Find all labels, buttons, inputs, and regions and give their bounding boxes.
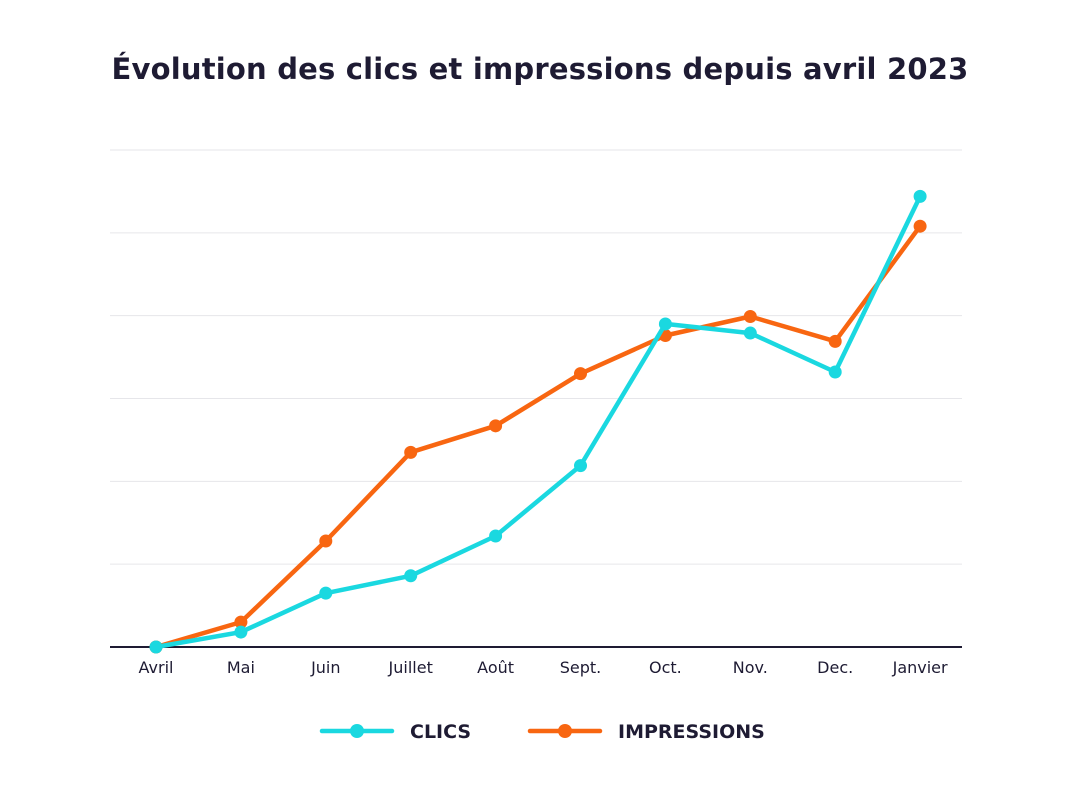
data-point <box>489 529 503 543</box>
data-point <box>658 317 672 331</box>
legend-marker <box>350 724 364 738</box>
data-point <box>319 586 333 600</box>
data-point <box>404 445 418 459</box>
x-tick-label: Avril <box>139 658 174 677</box>
x-tick-label: Janvier <box>892 658 948 677</box>
legend-label: CLICS <box>410 721 471 743</box>
data-point <box>319 534 333 548</box>
x-tick-label: Mai <box>227 658 255 677</box>
data-point <box>404 569 418 583</box>
series-line <box>153 223 923 650</box>
data-point <box>574 459 587 473</box>
data-point <box>828 365 842 379</box>
data-point <box>913 219 927 233</box>
x-tick-label: Juin <box>310 658 340 677</box>
data-point <box>913 189 927 203</box>
data-point <box>234 625 248 639</box>
data-point <box>234 615 248 629</box>
series-line <box>153 194 923 650</box>
data-point <box>828 334 842 348</box>
x-tick-label: Dec. <box>817 658 853 677</box>
x-tick-label: Sept. <box>560 658 602 677</box>
data-point <box>743 326 757 340</box>
chart-title: Évolution des clics et impressions depui… <box>111 52 969 86</box>
data-point <box>574 367 587 381</box>
data-point <box>743 309 757 323</box>
data-point <box>149 640 163 654</box>
x-tick-label: Nov. <box>733 658 768 677</box>
x-tick-label: Août <box>477 658 514 677</box>
data-point <box>489 419 503 433</box>
legend-label: IMPRESSIONS <box>618 721 765 743</box>
x-tick-label: Juillet <box>388 658 433 677</box>
legend-marker <box>558 724 572 738</box>
x-tick-label: Oct. <box>649 658 682 677</box>
